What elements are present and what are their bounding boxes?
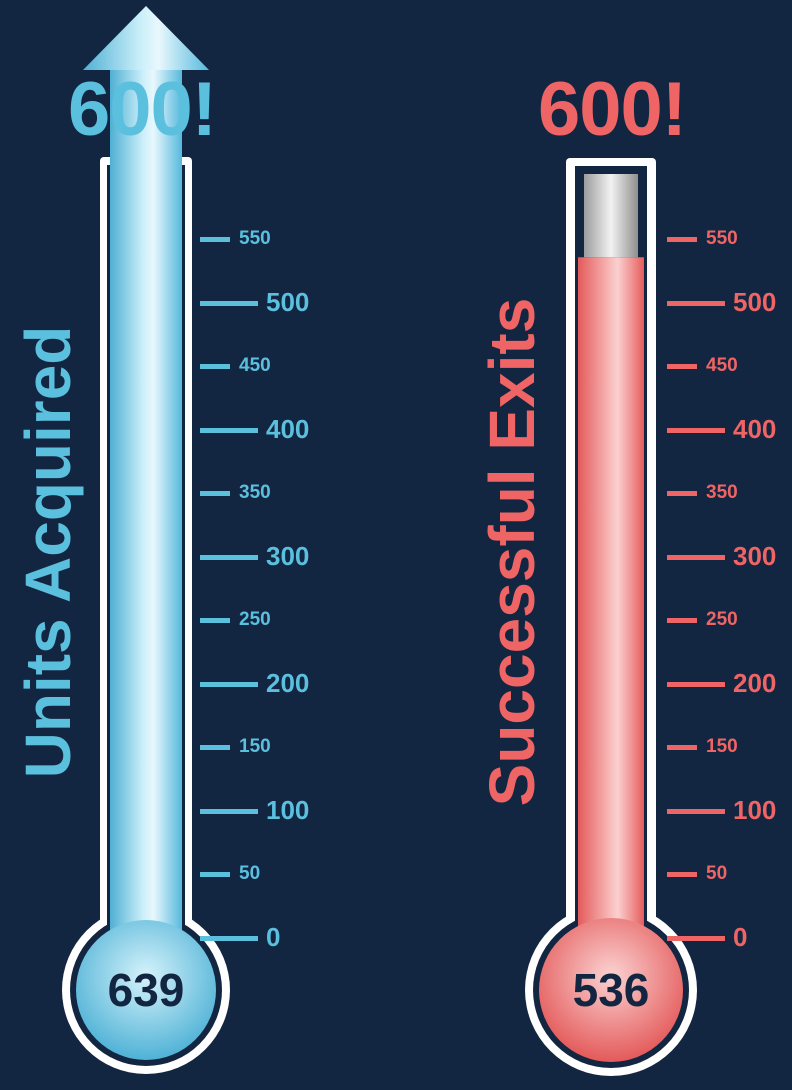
units-tick-label-200: 200 (266, 667, 310, 698)
units-tick-label-400: 400 (266, 413, 310, 444)
exits-tick-label-50: 50 (706, 863, 728, 885)
exits-tick-label-400: 400 (733, 413, 777, 444)
units-mercury-column (110, 62, 182, 990)
units-tick-0 (200, 935, 258, 941)
exits-tick-label-450: 450 (706, 355, 738, 377)
units-acquired-title: Units Acquired (12, 325, 84, 779)
units-tick-label-150: 150 (239, 736, 271, 758)
exits-tube-empty (584, 174, 638, 258)
exits-tick-100 (667, 808, 725, 814)
units-tick-100 (200, 808, 258, 814)
units-tick-550 (200, 237, 230, 242)
exits-tick-200 (667, 681, 725, 687)
exits-mercury-column (578, 257, 644, 990)
exits-tick-50 (667, 872, 697, 877)
units-tick-label-300: 300 (266, 540, 310, 571)
units-tick-label-50: 50 (239, 863, 261, 885)
exits-tick-label-200: 200 (733, 667, 777, 698)
units-tick-200 (200, 681, 258, 687)
exits-value-label: 536 (572, 964, 650, 1016)
units-tick-label-100: 100 (266, 794, 310, 825)
units-tick-250 (200, 618, 230, 623)
units-tick-50 (200, 872, 230, 877)
exits-tick-label-250: 250 (706, 609, 738, 631)
exits-tick-450 (667, 364, 697, 369)
exits-tick-400 (667, 427, 725, 433)
exits-tick-label-300: 300 (733, 540, 777, 571)
units-tick-label-550: 550 (239, 228, 271, 250)
exits-tick-label-150: 150 (706, 736, 738, 758)
units-tick-label-0: 0 (266, 921, 281, 952)
exits-tick-label-0: 0 (733, 921, 748, 952)
units-tick-500 (200, 300, 258, 306)
units-overflow-arrow (83, 6, 209, 70)
exits-goal-label: 600! (538, 67, 687, 152)
units-tick-label-450: 450 (239, 355, 271, 377)
exits-tick-250 (667, 618, 697, 623)
units-tick-300 (200, 554, 258, 560)
exits-tick-label-100: 100 (733, 794, 777, 825)
units-tick-label-500: 500 (266, 286, 310, 317)
exits-tick-0 (667, 935, 725, 941)
units-tick-450 (200, 364, 230, 369)
units-tick-350 (200, 491, 230, 496)
exits-tick-label-500: 500 (733, 286, 777, 317)
units-bulb (76, 920, 216, 1060)
exits-tick-label-550: 550 (706, 228, 738, 250)
successful-exits-title: Successful Exits (476, 297, 548, 807)
exits-tick-550 (667, 237, 697, 242)
units-tick-400 (200, 427, 258, 433)
units-goal-label: 600! (68, 67, 217, 152)
units-value-label: 639 (107, 964, 185, 1016)
exits-tick-500 (667, 300, 725, 306)
exits-bulb (539, 918, 683, 1062)
exits-tick-300 (667, 554, 725, 560)
units-tick-150 (200, 745, 230, 750)
exits-tick-label-350: 350 (706, 482, 738, 504)
units-tick-label-350: 350 (239, 482, 271, 504)
units-tick-label-250: 250 (239, 609, 271, 631)
exits-tick-150 (667, 745, 697, 750)
exits-tick-350 (667, 491, 697, 496)
